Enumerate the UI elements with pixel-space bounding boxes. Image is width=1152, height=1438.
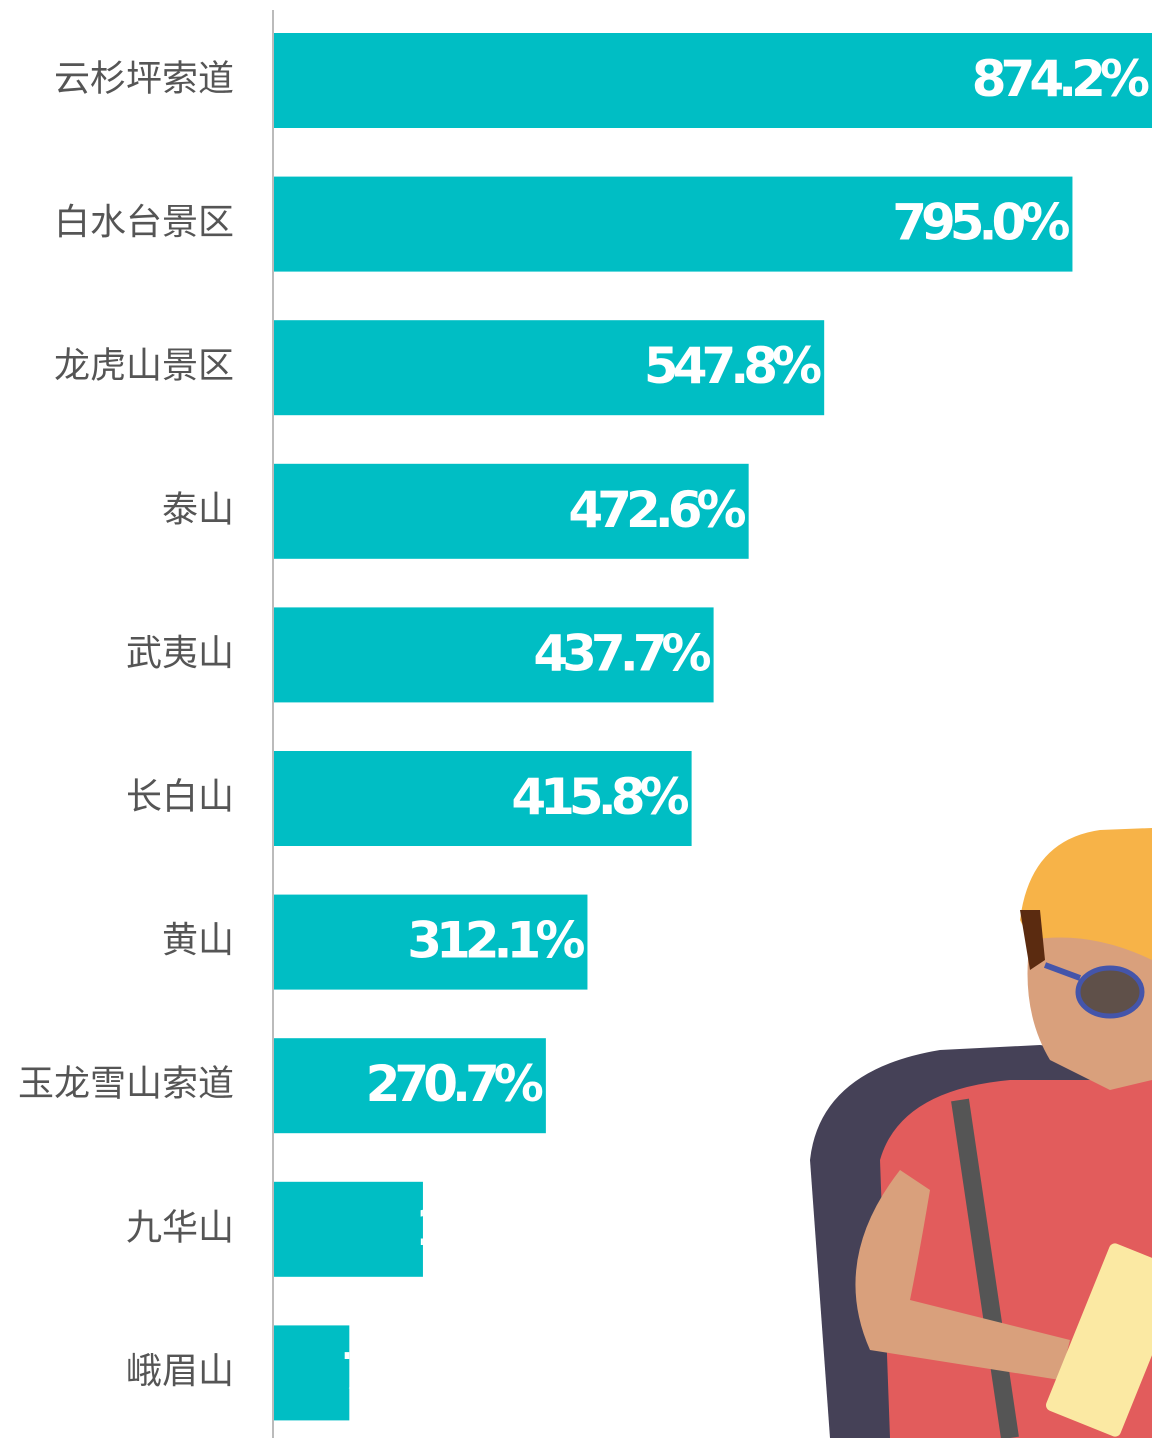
value-label: 547.8% — [644, 337, 821, 395]
value-label: 270.7% — [366, 1055, 543, 1113]
category-label: 武夷山 — [126, 633, 234, 674]
category-label: 黄山 — [162, 920, 234, 961]
category-label: 峨眉山 — [126, 1351, 234, 1392]
category-label: 长白山 — [126, 777, 234, 818]
illustration — [810, 828, 1152, 1438]
value-label: 874.2% — [972, 50, 1149, 108]
page: {"chart_data": {"type": "bar", "orientat… — [0, 0, 1152, 1438]
value-label: 312.1% — [407, 912, 584, 970]
value-label: 148.3% — [415, 1199, 592, 1257]
category-label: 龙虎山景区 — [54, 346, 234, 387]
bar — [274, 1325, 349, 1420]
value-label: 75.0% — [341, 1342, 489, 1400]
category-label: 云杉坪索道 — [54, 59, 234, 100]
bar — [274, 1182, 423, 1277]
category-label: 泰山 — [162, 489, 234, 530]
category-label: 九华山 — [126, 1207, 234, 1248]
value-label: 437.7% — [533, 624, 710, 682]
chart: 874.2% 云杉坪索道 795.0% 白水台景区 547.8% 龙虎山景区 472.6% 泰… — [0, 0, 1152, 1438]
value-label: 472.6% — [568, 481, 745, 539]
category-label: 玉龙雪山索道 — [18, 1064, 234, 1105]
value-label: 795.0% — [892, 194, 1069, 252]
category-label: 白水台景区 — [54, 202, 234, 243]
value-label: 415.8% — [511, 768, 688, 826]
